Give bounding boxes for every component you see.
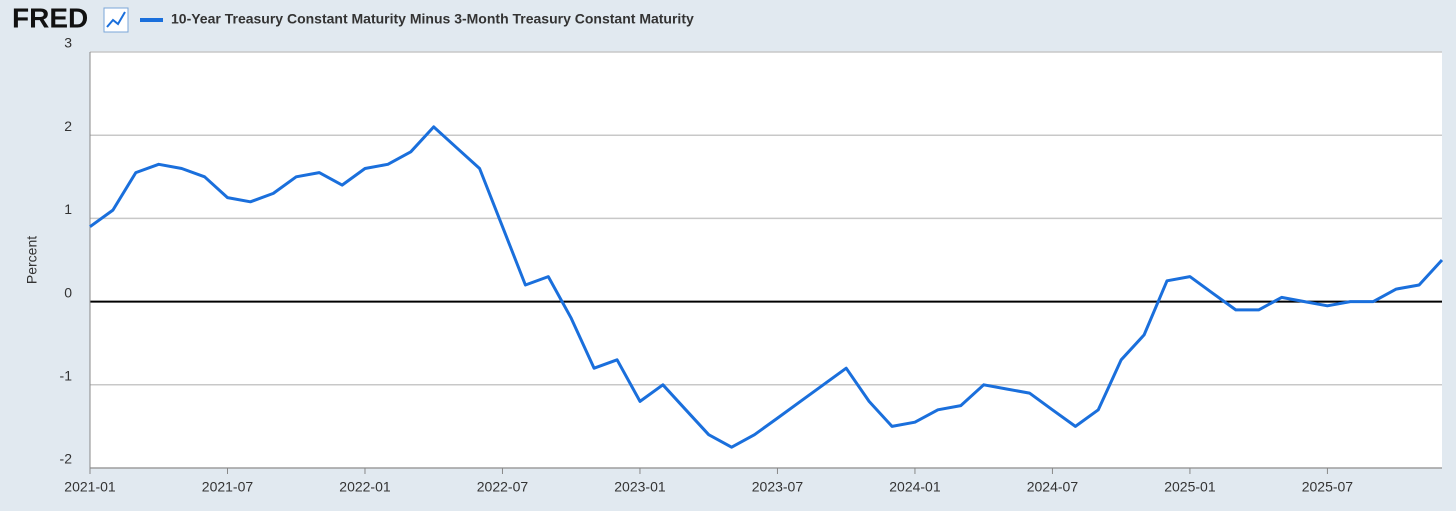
y-tick-label: 1 (64, 201, 72, 217)
x-tick-label: 2024-07 (1027, 479, 1079, 495)
logo-icon (103, 7, 129, 33)
y-tick-label: 3 (64, 35, 72, 51)
y-axis-label: Percent (24, 236, 40, 284)
y-tick-label: -2 (60, 451, 73, 467)
x-tick-label: 2021-07 (202, 479, 254, 495)
x-tick-label: 2022-01 (339, 479, 391, 495)
x-tick-label: 2025-01 (1164, 479, 1216, 495)
x-tick-label: 2023-01 (614, 479, 666, 495)
x-tick-label: 2022-07 (477, 479, 529, 495)
logo: FRED (12, 2, 88, 33)
y-tick-label: 2 (64, 118, 72, 134)
x-tick-label: 2023-07 (752, 479, 804, 495)
plot-area (90, 52, 1442, 468)
legend-label: 10-Year Treasury Constant Maturity Minus… (171, 11, 694, 27)
x-tick-label: 2025-07 (1302, 479, 1354, 495)
y-tick-label: -1 (60, 368, 73, 384)
series-line (89, 125, 1444, 449)
x-tick-label: 2024-01 (889, 479, 941, 495)
x-tick-label: 2021-01 (64, 479, 116, 495)
logo-icon-line (106, 11, 126, 28)
y-tick-label: 0 (64, 284, 72, 300)
